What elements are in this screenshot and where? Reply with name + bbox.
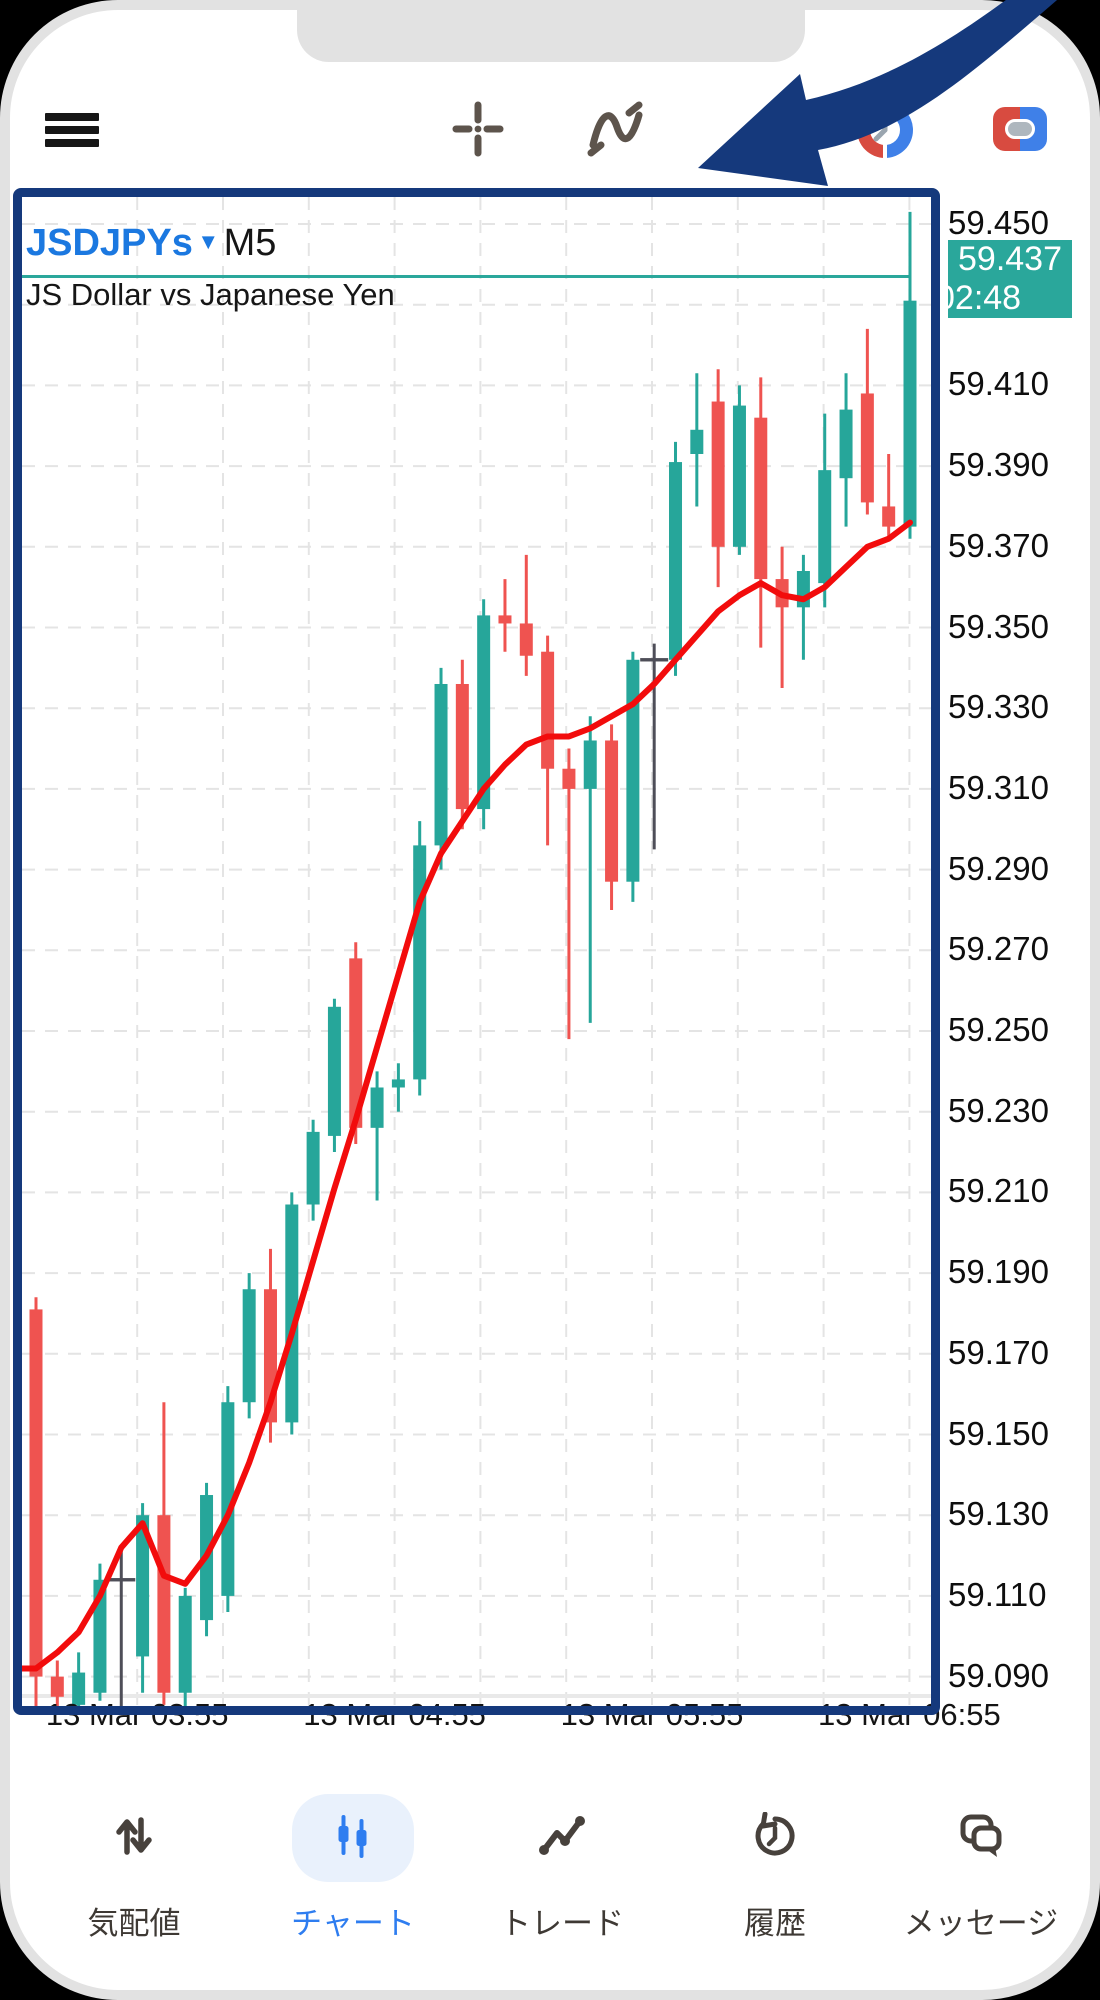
indicators-icon[interactable] [585,101,647,157]
price-axis-label: 59.310 [948,768,1049,806]
candle-body [434,683,448,846]
phone-notch [297,0,805,62]
nav-label-history: 履歴 [744,1906,806,1941]
candle-body [178,1595,192,1693]
history-clock-icon [755,1812,795,1856]
candle-body [477,615,491,810]
price-axis-label: 59.170 [948,1333,1049,1371]
candle-body [349,958,363,1128]
hamburger-menu-icon[interactable] [45,113,99,149]
messages-bubbles-icon [960,1814,1002,1857]
ma-line [22,519,913,1672]
price-axis-label: 59.150 [948,1414,1049,1452]
price-axis-label: 59.350 [948,607,1049,645]
bid-time: 02:48 [948,279,1022,317]
candle-body [711,401,725,547]
doji-cross [107,1578,136,1582]
timeframe-label[interactable]: M5 [223,222,277,264]
symbol-name[interactable]: JSDJPYs [26,222,193,264]
nav-label-quotes: 気配値 [87,1906,181,1941]
nav-item-history[interactable]: 履歴 [665,1794,885,1944]
nav-item-quotes[interactable]: 気配値 [24,1794,244,1944]
candle-body [839,409,853,479]
chevron-down-icon: ▼ [197,229,220,254]
candle-body [860,393,874,503]
price-axis-label: 59.190 [948,1253,1049,1291]
candle-body [221,1402,235,1596]
trade-zigzag-icon [539,1816,585,1855]
menu-bar [45,126,99,134]
candle-body [455,683,469,810]
nav-label-trade: トレード [500,1906,624,1941]
price-axis-label: 59.410 [948,365,1049,403]
candle-body [882,506,896,527]
candle-body [72,1672,86,1705]
price-axis-label: 59.390 [948,446,1049,484]
nav-label-chart: チャート [291,1906,415,1941]
candle-body [732,405,746,547]
candle-body [29,1309,43,1677]
candle-body [754,417,768,580]
time-axis-label: 13 Mar 05:55 [560,1697,744,1732]
price-axis-label: 59.210 [948,1172,1049,1210]
active-tab-pill [292,1794,414,1882]
time-axis-label: 13 Mar 04:55 [303,1697,486,1732]
price-axis-label: 59.110 [948,1575,1047,1613]
candle-body [498,615,512,624]
candle-body [306,1131,320,1205]
candle-body [50,1676,64,1697]
candle-body [626,659,640,882]
symbol-description: JS Dollar vs Japanese Yen [26,277,395,312]
order-toggle-icon[interactable] [993,107,1047,151]
candle-body [93,1579,107,1693]
bid-price: 59.437 [958,240,1062,278]
chart-candles-icon [338,1815,367,1858]
candle-body [157,1515,171,1693]
candle-body [519,623,533,656]
nav-label-messages: メッセージ [903,1906,1059,1941]
candle-body [285,1204,299,1423]
candle-body [391,1079,405,1088]
quotes-arrows-icon [116,1817,152,1855]
chart-canvas[interactable] [22,197,931,1706]
candle-body [541,651,555,769]
candle-body [327,1006,341,1136]
price-axis-label: 59.250 [948,1011,1049,1048]
price-axis-label: 59.450 [948,204,1049,241]
crosshair-icon[interactable] [448,99,508,159]
symbol-selector[interactable]: JSDJPYs ▼ M5 [26,222,276,265]
candle-body [562,768,576,789]
candle-body [242,1289,256,1403]
price-axis-label: 59.130 [948,1495,1049,1533]
time-axis-label: 13 Mar 03:55 [45,1697,229,1732]
price-axis-label: 59.370 [948,526,1049,564]
price-axis-label: 59.270 [948,930,1049,968]
candle-body [818,470,832,584]
candle-body [413,845,427,1080]
nav-item-trade[interactable]: トレード [452,1794,672,1944]
nav-item-messages[interactable]: メッセージ [871,1794,1091,1944]
price-axis-label: 59.290 [948,849,1049,887]
menu-bar [45,113,99,121]
nav-item-chart[interactable]: チャート [243,1794,463,1944]
candle-body [903,300,917,527]
candle-body [136,1515,150,1657]
price-axis-label: 59.090 [948,1656,1049,1694]
candle-body [690,429,704,454]
menu-bar [45,139,99,147]
sessions-clock-icon[interactable] [857,102,913,158]
candle-body [370,1087,384,1128]
candle-body [583,740,597,789]
bid-price-badge: 59.437 02:48 [948,240,1072,318]
price-axis-label: 59.230 [948,1091,1049,1129]
candle-body [669,462,683,660]
candle-body [605,740,619,882]
doji-cross [640,658,669,662]
time-axis-label: 13 Mar 06:55 [818,1697,1001,1732]
price-axis-label: 59.330 [948,688,1049,726]
